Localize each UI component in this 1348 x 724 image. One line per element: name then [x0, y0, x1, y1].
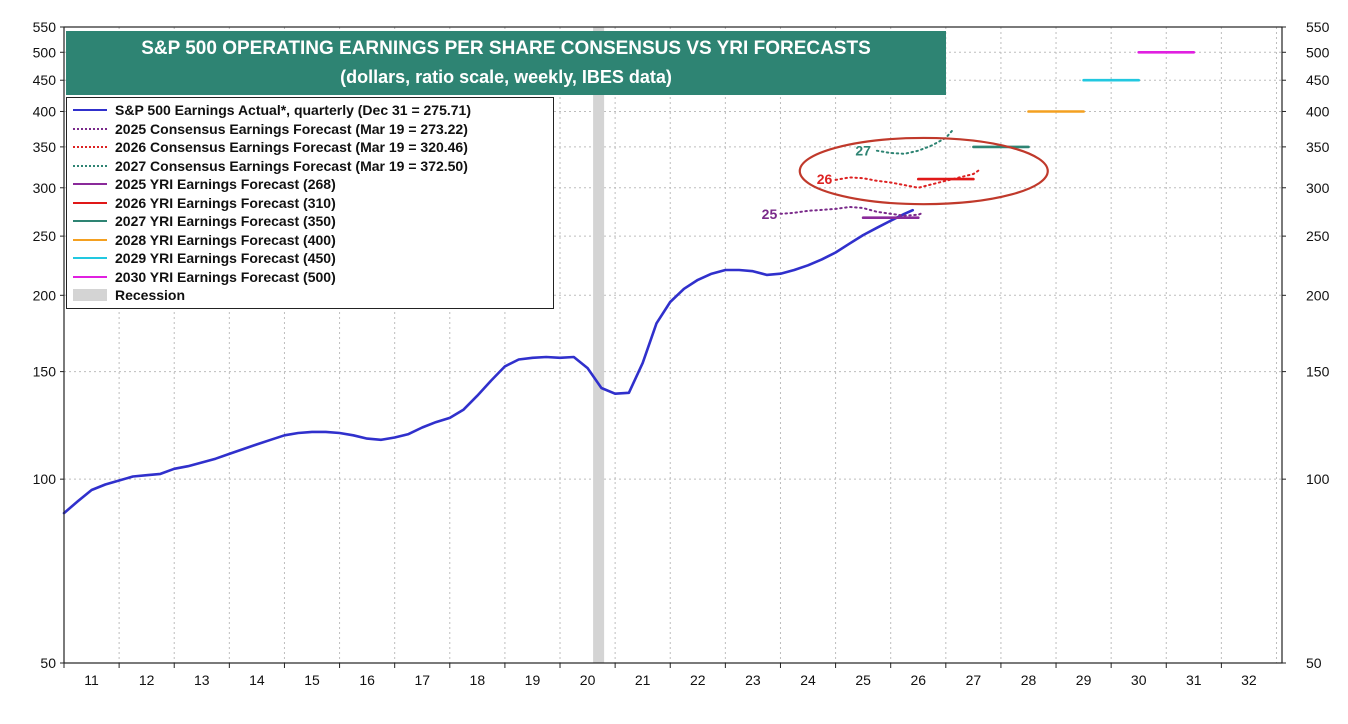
y-tick-label-left: 300: [33, 180, 57, 196]
series-line-3: [875, 129, 954, 155]
legend-entry-recession: Recession: [73, 286, 547, 305]
plot-frame: [60, 26, 1286, 668]
legend-label: 2026 Consensus Earnings Forecast (Mar 19…: [115, 139, 468, 156]
x-tick-label: 24: [800, 672, 816, 688]
x-tick-label: 12: [139, 672, 155, 688]
x-tick-label: 19: [525, 672, 541, 688]
chart-title-box: S&P 500 OPERATING EARNINGS PER SHARE CON…: [66, 31, 946, 95]
y-tick-label-left: 450: [33, 72, 57, 88]
y-tick-label-left: 350: [33, 139, 57, 155]
tick-labels: 11 12 13 14 15 16 17 18 19 20 21 22 23 24 25 26 27 28 29 30…: [33, 19, 1330, 688]
legend-label: S&P 500 Earnings Actual*, quarterly (Dec…: [115, 102, 472, 119]
y-tick-label-left: 200: [33, 287, 57, 303]
legend-entry: 2025 YRI Earnings Forecast (268): [73, 175, 547, 194]
series-line-2: [834, 169, 980, 189]
y-tick-label-right: 350: [1306, 139, 1330, 155]
legend-swatch: [73, 164, 107, 167]
y-tick-label-right: 300: [1306, 180, 1330, 196]
x-tick-label: 16: [359, 672, 375, 688]
legend-swatch: [73, 275, 107, 278]
annotations: 25 26 27: [395, 136, 1049, 222]
legend-entry: 2026 Consensus Earnings Forecast (Mar 19…: [73, 138, 547, 157]
y-tick-label-right: 100: [1306, 471, 1330, 487]
x-tick-label: 17: [414, 672, 430, 688]
x-tick-label: 20: [580, 672, 596, 688]
legend-label: 2028 YRI Earnings Forecast (400): [115, 231, 336, 248]
x-tick-label: 15: [304, 672, 320, 688]
plot-border: [63, 26, 1283, 664]
legend-label: 2027 Consensus Earnings Forecast (Mar 19…: [115, 157, 468, 174]
legend-swatch: [73, 109, 107, 112]
legend-entry: 2026 YRI Earnings Forecast (310): [73, 194, 547, 213]
x-tick-label: 21: [635, 672, 651, 688]
legend-swatch: [73, 127, 107, 130]
legend-swatch-recession: [73, 289, 107, 302]
x-tick-label: 26: [910, 672, 926, 688]
legend-label: 2026 YRI Earnings Forecast (310): [115, 194, 336, 211]
y-tick-label-right: 150: [1306, 364, 1330, 380]
x-tick-label: 27: [966, 672, 982, 688]
x-tick-label: 32: [1241, 672, 1257, 688]
legend-label: 2025 Consensus Earnings Forecast (Mar 19…: [115, 120, 468, 137]
legend-swatch: [73, 257, 107, 260]
x-tick-label: 22: [690, 672, 706, 688]
x-tick-label: 23: [745, 672, 761, 688]
legend-label: Recession: [115, 287, 186, 304]
series-line-0: [62, 208, 914, 515]
chart-subtitle: (dollars, ratio scale, weekly, IBES data…: [340, 67, 672, 87]
x-tick-label: 30: [1131, 672, 1147, 688]
x-tick-label: 29: [1076, 672, 1092, 688]
legend-label: 2029 YRI Earnings Forecast (450): [115, 250, 336, 267]
x-tick-label: 11: [84, 672, 99, 688]
legend-entry: 2030 YRI Earnings Forecast (500): [73, 268, 547, 287]
legend-swatch: [73, 238, 107, 241]
series-label-26: 26: [817, 171, 833, 187]
x-tick-label: 28: [1021, 672, 1037, 688]
y-tick-label-right: 550: [1306, 19, 1330, 35]
y-tick-label-left: 400: [33, 103, 57, 119]
y-tick-label-left: 100: [33, 471, 57, 487]
legend-swatch: [73, 201, 107, 204]
y-tick-label-right: 450: [1306, 72, 1330, 88]
series-layer: [62, 51, 1196, 515]
chart-title: S&P 500 OPERATING EARNINGS PER SHARE CON…: [141, 38, 871, 59]
x-tick-label: 25: [855, 672, 871, 688]
highlight-ellipse: [798, 136, 1049, 206]
y-tick-label-left: 250: [33, 228, 57, 244]
y-tick-label-left: 50: [40, 655, 56, 671]
legend-entry: 2027 YRI Earnings Forecast (350): [73, 212, 547, 231]
y-tick-label-left: 550: [33, 19, 57, 35]
y-tick-label-right: 500: [1306, 44, 1330, 60]
recession-bar: [593, 27, 605, 663]
series-label-25: 25: [762, 206, 778, 222]
legend-entry: 2028 YRI Earnings Forecast (400): [73, 231, 547, 250]
legend-swatch: [73, 146, 107, 149]
series-line-1: [779, 206, 925, 217]
legend-entry: S&P 500 Earnings Actual*, quarterly (Dec…: [73, 101, 547, 120]
legend-swatch: [73, 183, 107, 186]
legend-swatch: [73, 220, 107, 223]
y-tick-label-left: 500: [33, 44, 57, 60]
x-tick-label: 13: [194, 672, 210, 688]
y-tick-label-right: 250: [1306, 228, 1330, 244]
legend: S&P 500 Earnings Actual*, quarterly (Dec…: [66, 97, 554, 309]
legend-entry: 2025 Consensus Earnings Forecast (Mar 19…: [73, 120, 547, 139]
legend-entry: 2027 Consensus Earnings Forecast (Mar 19…: [73, 157, 547, 176]
legend-entry: 2029 YRI Earnings Forecast (450): [73, 249, 547, 268]
y-tick-label-right: 50: [1306, 655, 1322, 671]
legend-label: 2030 YRI Earnings Forecast (500): [115, 268, 336, 285]
x-tick-label: 14: [249, 672, 265, 688]
y-tick-label-left: 150: [33, 364, 57, 380]
y-tick-label-right: 400: [1306, 103, 1330, 119]
x-tick-label: 31: [1186, 672, 1202, 688]
y-tick-label-right: 200: [1306, 287, 1330, 303]
legend-label: 2025 YRI Earnings Forecast (268): [115, 176, 336, 193]
recession-band: [593, 27, 605, 663]
legend-label: 2027 YRI Earnings Forecast (350): [115, 213, 336, 230]
x-tick-label: 18: [470, 672, 486, 688]
series-label-27: 27: [855, 143, 871, 159]
